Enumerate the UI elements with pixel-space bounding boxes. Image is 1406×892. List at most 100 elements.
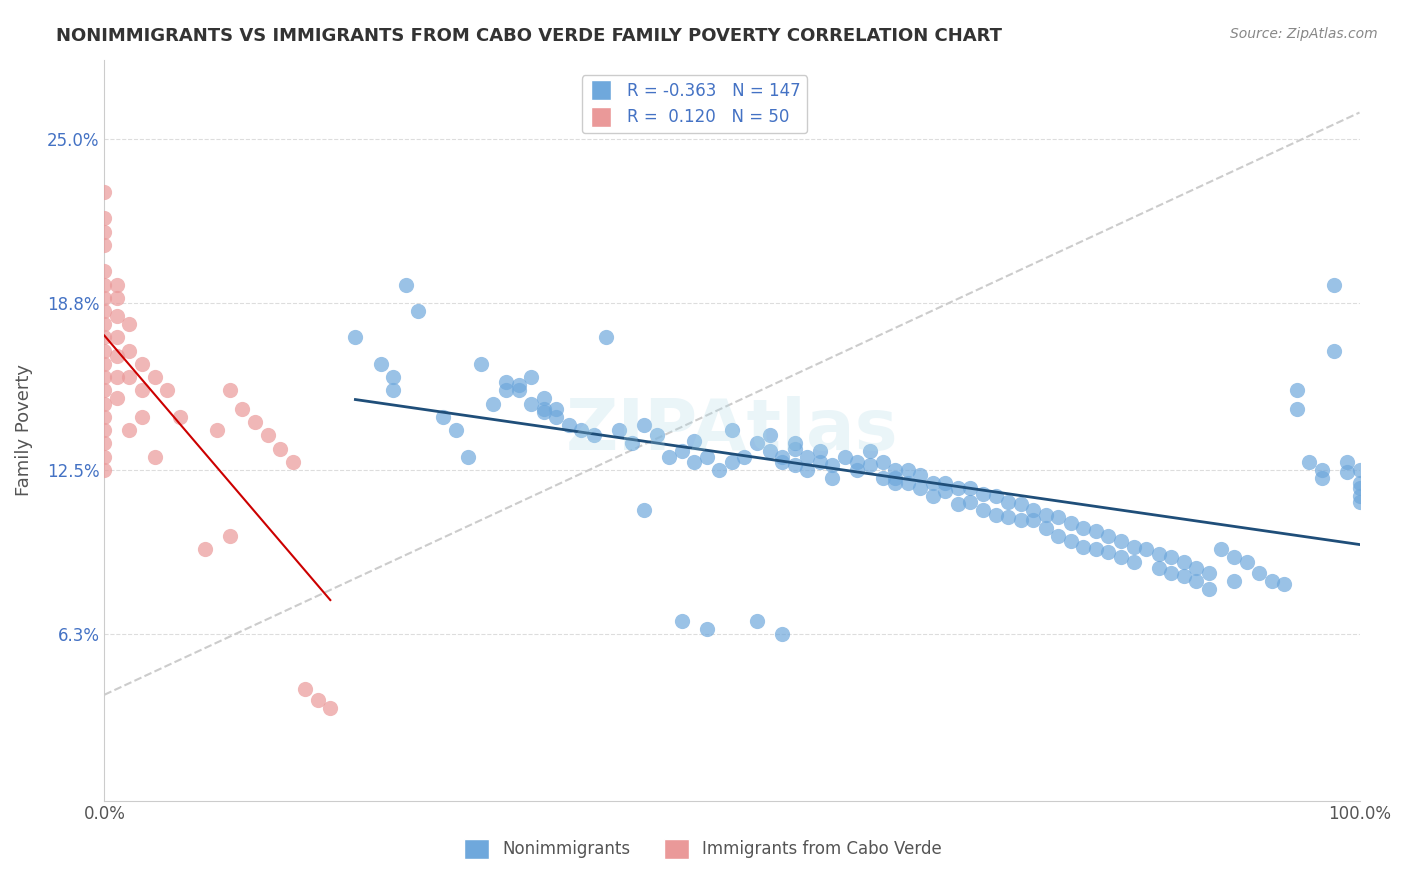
Point [1185, 574, 1208, 588]
Point [1348, 476, 1371, 491]
Point [105, 392, 128, 406]
Point [169, 409, 191, 424]
Point [1047, 529, 1070, 543]
Point [93, 450, 115, 464]
Point [696, 450, 718, 464]
Point [118, 343, 141, 358]
Point [796, 463, 818, 477]
Point [470, 357, 492, 371]
Legend: Nonimmigrants, Immigrants from Cabo Verde: Nonimmigrants, Immigrants from Cabo Verd… [457, 832, 949, 866]
Point [683, 455, 706, 469]
Point [872, 471, 894, 485]
Point [1198, 566, 1220, 580]
Point [745, 614, 768, 628]
Point [118, 370, 141, 384]
Point [972, 502, 994, 516]
Point [1310, 471, 1333, 485]
Point [1010, 497, 1032, 511]
Point [131, 409, 153, 424]
Point [131, 357, 153, 371]
Point [370, 357, 392, 371]
Point [721, 455, 744, 469]
Point [93, 384, 115, 398]
Point [1035, 508, 1057, 522]
Point [808, 455, 831, 469]
Point [520, 397, 543, 411]
Point [569, 423, 592, 437]
Point [859, 458, 882, 472]
Point [745, 436, 768, 450]
Point [105, 370, 128, 384]
Point [908, 481, 931, 495]
Point [546, 409, 568, 424]
Legend: R = -0.363   N = 147, R =  0.120   N = 50: R = -0.363 N = 147, R = 0.120 N = 50 [582, 75, 807, 133]
Text: Source: ZipAtlas.com: Source: ZipAtlas.com [1230, 27, 1378, 41]
Point [620, 436, 643, 450]
Point [633, 417, 655, 432]
Point [645, 428, 668, 442]
Point [1084, 524, 1107, 538]
Point [1084, 542, 1107, 557]
Point [1285, 384, 1308, 398]
Point [846, 455, 869, 469]
Point [770, 455, 793, 469]
Point [143, 450, 166, 464]
Point [808, 444, 831, 458]
Point [1348, 481, 1371, 495]
Point [1249, 566, 1271, 580]
Point [93, 185, 115, 199]
Point [219, 384, 242, 398]
Point [921, 476, 943, 491]
Point [1211, 542, 1233, 557]
Point [897, 476, 920, 491]
Point [872, 455, 894, 469]
Point [558, 417, 581, 432]
Point [582, 428, 605, 442]
Point [758, 444, 780, 458]
Point [93, 264, 115, 278]
Point [93, 211, 115, 226]
Point [821, 458, 844, 472]
Point [131, 384, 153, 398]
Point [1173, 556, 1195, 570]
Point [1097, 545, 1119, 559]
Point [105, 277, 128, 292]
Point [219, 529, 242, 543]
Point [457, 450, 479, 464]
Text: ZIPAtlas: ZIPAtlas [565, 396, 898, 465]
Point [783, 436, 806, 450]
Point [231, 401, 253, 416]
Point [821, 471, 844, 485]
Point [1348, 494, 1371, 508]
Point [1122, 556, 1144, 570]
Point [908, 468, 931, 483]
Point [118, 423, 141, 437]
Point [194, 542, 217, 557]
Point [1060, 534, 1083, 549]
Point [105, 349, 128, 363]
Point [1336, 466, 1358, 480]
Point [946, 481, 969, 495]
Point [1073, 540, 1095, 554]
Point [105, 310, 128, 324]
Point [671, 614, 693, 628]
Point [846, 463, 869, 477]
Point [984, 508, 1007, 522]
Point [859, 444, 882, 458]
Point [897, 463, 920, 477]
Point [834, 450, 856, 464]
Point [1298, 455, 1320, 469]
Point [93, 343, 115, 358]
Point [984, 489, 1007, 503]
Point [533, 401, 555, 416]
Point [93, 409, 115, 424]
Point [93, 225, 115, 239]
Point [959, 494, 981, 508]
Point [1310, 463, 1333, 477]
Point [93, 370, 115, 384]
Point [1097, 529, 1119, 543]
Point [93, 423, 115, 437]
Point [770, 627, 793, 641]
Point [482, 397, 505, 411]
Point [143, 370, 166, 384]
